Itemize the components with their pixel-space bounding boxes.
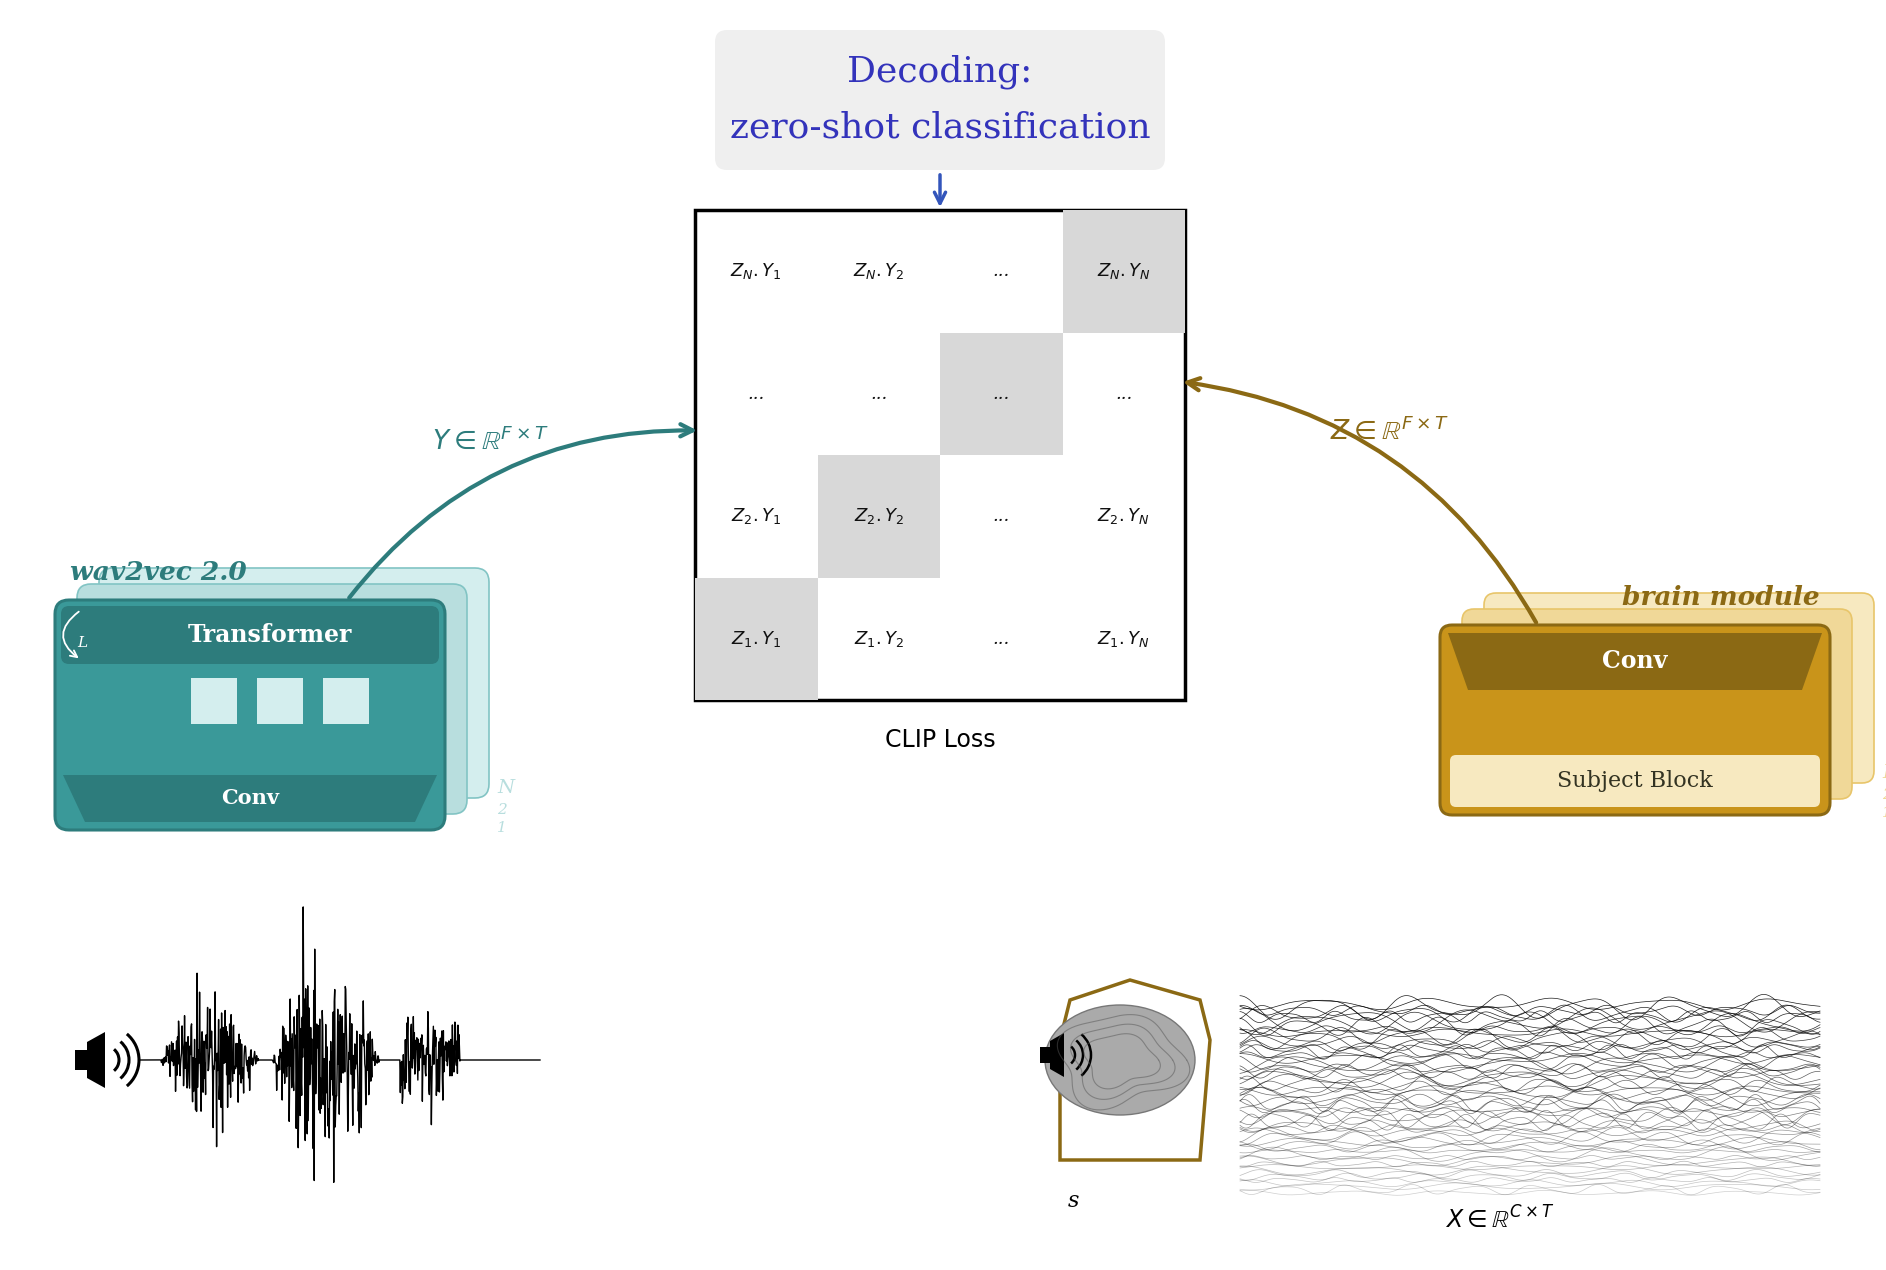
Text: 2: 2 (1882, 787, 1886, 801)
Text: 1: 1 (1882, 806, 1886, 820)
Text: $Y \in \mathbb{R}^{F \times T}$: $Y \in \mathbb{R}^{F \times T}$ (432, 427, 549, 453)
Text: ...: ... (1115, 385, 1132, 403)
Text: $Z_2.Y_2$: $Z_2.Y_2$ (854, 507, 903, 526)
FancyBboxPatch shape (98, 568, 488, 798)
Text: Subject Block: Subject Block (1558, 770, 1712, 792)
Text: ...: ... (992, 630, 1009, 648)
Bar (1062, 210, 1184, 333)
Text: N: N (1882, 765, 1886, 782)
FancyBboxPatch shape (1484, 593, 1875, 784)
Polygon shape (1448, 632, 1822, 690)
Text: wav2vec 2.0: wav2vec 2.0 (70, 560, 247, 585)
Bar (817, 455, 939, 578)
FancyBboxPatch shape (60, 606, 439, 664)
Text: CLIP Loss: CLIP Loss (885, 728, 996, 752)
FancyBboxPatch shape (1441, 625, 1829, 815)
Text: 1: 1 (498, 820, 507, 834)
FancyBboxPatch shape (77, 584, 468, 814)
Bar (696, 578, 817, 700)
Text: ...: ... (869, 385, 888, 403)
Text: $Z_1.Y_1$: $Z_1.Y_1$ (732, 629, 781, 649)
Text: N: N (498, 779, 515, 798)
Text: Conv: Conv (1603, 649, 1667, 673)
Bar (256, 678, 304, 724)
Text: ...: ... (992, 507, 1009, 526)
Text: L: L (77, 636, 87, 650)
Text: $Z_2.Y_1$: $Z_2.Y_1$ (732, 507, 781, 526)
Text: brain module: brain module (1622, 585, 1820, 610)
FancyBboxPatch shape (1450, 754, 1820, 806)
Bar (696, 210, 1184, 700)
Text: Conv: Conv (221, 789, 279, 809)
Text: ...: ... (747, 385, 766, 403)
FancyBboxPatch shape (715, 30, 1166, 170)
Text: $Z_N.Y_2$: $Z_N.Y_2$ (852, 262, 905, 281)
Text: $Z_1.Y_N$: $Z_1.Y_N$ (1098, 629, 1150, 649)
Ellipse shape (1045, 1005, 1196, 1115)
Polygon shape (1051, 1033, 1064, 1077)
Bar (939, 333, 1062, 455)
Polygon shape (87, 1033, 106, 1088)
Text: $Z_N.Y_1$: $Z_N.Y_1$ (730, 262, 783, 281)
Text: 2: 2 (498, 803, 507, 817)
Text: ...: ... (992, 262, 1009, 281)
Text: Decoding:: Decoding: (847, 55, 1034, 89)
FancyBboxPatch shape (55, 599, 445, 831)
Text: s: s (1067, 1190, 1079, 1212)
Text: $Z_N.Y_N$: $Z_N.Y_N$ (1098, 262, 1150, 281)
Bar (75, 1050, 87, 1071)
Text: $Z_1.Y_2$: $Z_1.Y_2$ (854, 629, 903, 649)
Bar (323, 678, 370, 724)
Text: ...: ... (992, 385, 1009, 403)
Text: $X \in \mathbb{R}^{C \times T}$: $X \in \mathbb{R}^{C \times T}$ (1445, 1206, 1554, 1233)
Polygon shape (62, 775, 438, 822)
Polygon shape (1060, 980, 1211, 1160)
Bar (190, 678, 238, 724)
Text: $Z_2.Y_N$: $Z_2.Y_N$ (1098, 507, 1150, 526)
Text: $Z \in \mathbb{R}^{F \times T}$: $Z \in \mathbb{R}^{F \times T}$ (1330, 417, 1450, 443)
Bar (1039, 1046, 1051, 1063)
Text: zero-shot classification: zero-shot classification (730, 110, 1150, 145)
Text: Transformer: Transformer (189, 624, 353, 646)
FancyBboxPatch shape (1462, 610, 1852, 799)
